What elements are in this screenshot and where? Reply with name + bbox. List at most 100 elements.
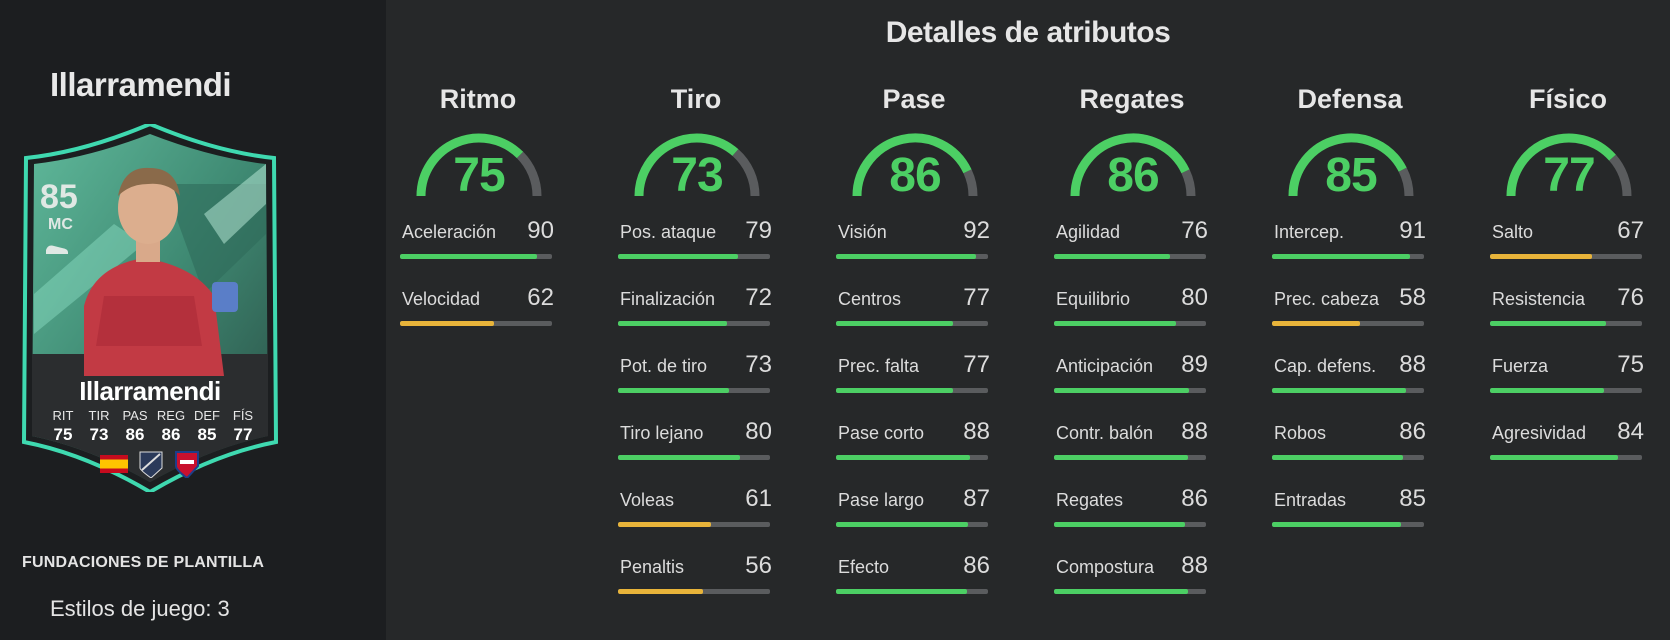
attribute-bar <box>1490 455 1642 460</box>
attribute-row: Agilidad 76 <box>1052 214 1212 281</box>
attribute-row: Finalización 72 <box>616 281 776 348</box>
card-stat-value: 73 <box>89 425 109 444</box>
section-title: Detalles de atributos <box>885 16 1171 49</box>
attribute-bar-fill <box>1272 254 1411 259</box>
attributes-panel: Detalles de atributos Ritmo 75 Aceleración… <box>386 0 1670 640</box>
attribute-label: Velocidad <box>402 289 481 309</box>
attribute-value: 86 <box>1399 418 1426 445</box>
attribute-label: Robos <box>1274 423 1327 443</box>
category-title: Tiro <box>670 84 722 114</box>
attribute-bar-fill <box>1054 321 1176 326</box>
attribute-bar-fill <box>618 254 739 259</box>
attribute-bar-fill <box>1054 388 1190 393</box>
attribute-row: Prec. cabeza 58 <box>1270 281 1430 348</box>
attribute-row: Regates 86 <box>1052 482 1212 549</box>
category-value: 75 <box>453 149 505 202</box>
gauge-track <box>732 149 760 197</box>
attribute-value: 62 <box>527 284 554 311</box>
card-position: MC <box>48 216 73 233</box>
attribute-label: Entradas <box>1274 490 1347 510</box>
attribute-bar <box>836 254 988 259</box>
attribute-bar-fill <box>1054 455 1188 460</box>
attribute-label: Aceleración <box>402 222 497 242</box>
card-stat-label: RIT <box>52 408 74 423</box>
category-value: 86 <box>1107 149 1159 202</box>
attribute-bar-fill <box>1490 388 1604 393</box>
attribute-value: 75 <box>1617 351 1644 378</box>
attribute-value: 79 <box>745 217 772 244</box>
attribute-value: 88 <box>1181 552 1208 579</box>
attribute-label: Finalización <box>620 289 716 309</box>
attribute-value: 88 <box>1181 418 1208 445</box>
attribute-value: 73 <box>745 351 772 378</box>
attribute-bar <box>836 388 988 393</box>
card-stat: RIT 75 <box>48 408 78 445</box>
gauge-track <box>1609 154 1632 197</box>
attribute-row: Centros 77 <box>834 281 994 348</box>
attribute-bar <box>618 254 770 259</box>
attribute-row: Fuerza 75 <box>1488 348 1648 415</box>
gauge-track <box>1181 169 1196 197</box>
attribute-label: Salto <box>1492 222 1534 242</box>
attribute-row: Salto 67 <box>1488 214 1648 281</box>
attribute-bar-fill <box>618 589 704 594</box>
card-stat-label: DEF <box>194 408 220 423</box>
attribute-bar-fill <box>836 589 967 594</box>
card-rating: 85 <box>40 178 78 216</box>
attribute-bar-fill <box>1490 254 1592 259</box>
boot-icon <box>46 245 68 254</box>
card-stat-value: 77 <box>233 425 253 444</box>
player-card[interactable]: 85 MC Illarramendi RIT 75 TIR 73 PAS 86 REG 86 D… <box>14 124 286 492</box>
attribute-row: Tiro lejano 80 <box>616 415 776 482</box>
attribute-bar <box>1054 455 1206 460</box>
category-gauge: 85 <box>1286 128 1416 202</box>
attribute-label: Pot. de tiro <box>620 356 708 376</box>
card-stats: RIT 75 TIR 73 PAS 86 REG 86 DEF 85 FÍS 77 <box>48 408 258 445</box>
card-stat: TIR 73 <box>84 408 114 445</box>
spain-flag-icon <box>100 455 128 473</box>
attribute-row: Contr. balón 88 <box>1052 415 1212 482</box>
attribute-value: 76 <box>1617 284 1644 311</box>
league-badge-icon <box>139 451 163 478</box>
category-gauge: 86 <box>850 128 980 202</box>
card-stat-label: REG <box>156 408 186 423</box>
attribute-label: Cap. defens. <box>1274 356 1377 376</box>
attribute-bar <box>836 589 988 594</box>
attribute-value: 84 <box>1617 418 1644 445</box>
attribute-label: Regates <box>1056 490 1124 510</box>
attribute-bar <box>1490 321 1642 326</box>
attribute-bar <box>1272 522 1424 527</box>
category-pase: Pase 86 Visión 92 Centros 77 Prec. falta 77 Pase… <box>834 84 994 616</box>
attribute-bar-fill <box>1272 522 1402 527</box>
attribute-bar <box>1490 254 1642 259</box>
attribute-bar-fill <box>836 522 969 527</box>
attribute-value: 88 <box>963 418 990 445</box>
category-físico: Físico 77 Salto 67 Resistencia 76 Fuerza 75 Agre… <box>1488 84 1648 482</box>
attribute-bar <box>1054 522 1206 527</box>
attribute-row: Entradas 85 <box>1270 482 1430 549</box>
attribute-bar <box>1272 254 1424 259</box>
attribute-bar-fill <box>836 455 970 460</box>
playstyles-count[interactable]: Estilos de juego: 3 <box>50 596 230 621</box>
category-gauge: 75 <box>414 128 544 202</box>
attribute-value: 72 <box>745 284 772 311</box>
card-badges <box>100 450 200 478</box>
attribute-row: Compostura 88 <box>1052 549 1212 616</box>
attribute-bar <box>400 321 552 326</box>
attribute-bar-fill <box>1272 455 1403 460</box>
attribute-label: Fuerza <box>1492 356 1549 376</box>
attribute-row: Efecto 86 <box>834 549 994 616</box>
category-title: Defensa <box>1297 84 1403 114</box>
attribute-bar-fill <box>400 321 495 326</box>
attribute-value: 85 <box>1399 485 1426 512</box>
attribute-label: Agresividad <box>1492 423 1587 443</box>
attribute-bar-fill <box>1490 321 1606 326</box>
attribute-value: 86 <box>963 552 990 579</box>
attribute-bar-fill <box>618 522 711 527</box>
attribute-label: Pos. ataque <box>620 222 717 242</box>
attribute-row: Visión 92 <box>834 214 994 281</box>
attribute-value: 80 <box>1181 284 1208 311</box>
gauge-fill <box>1506 133 1616 197</box>
attribute-bar <box>618 589 770 594</box>
attribute-bar-fill <box>1490 455 1618 460</box>
